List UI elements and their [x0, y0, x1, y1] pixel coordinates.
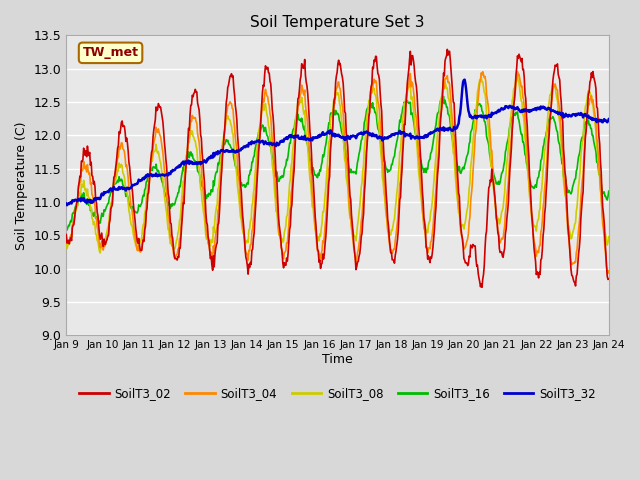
SoilT3_16 [63, 227, 71, 233]
SoilT3_08 [420, 222, 428, 228]
SoilT3_02 [183, 156, 191, 161]
SoilT3_04 [212, 231, 220, 237]
Legend: SoilT3_02, SoilT3_04, SoilT3_08, SoilT3_16, SoilT3_32: SoilT3_02, SoilT3_04, SoilT3_08, SoilT3_… [74, 382, 601, 404]
SoilT3_08 [72, 207, 80, 213]
SoilT3_08 [514, 71, 522, 76]
SoilT3_32 [420, 135, 428, 141]
SoilT3_02 [478, 285, 486, 290]
SoilT3_02 [72, 204, 80, 210]
Line: SoilT3_02: SoilT3_02 [67, 49, 609, 288]
SoilT3_32 [63, 203, 71, 208]
Line: SoilT3_08: SoilT3_08 [67, 73, 609, 253]
SoilT3_04 [514, 69, 522, 74]
SoilT3_08 [404, 85, 412, 91]
Text: TW_met: TW_met [83, 47, 139, 60]
SoilT3_32 [404, 132, 412, 138]
Line: SoilT3_04: SoilT3_04 [67, 72, 609, 274]
X-axis label: Time: Time [322, 353, 353, 366]
SoilT3_04 [419, 213, 427, 219]
SoilT3_02 [419, 199, 427, 204]
SoilT3_08 [97, 250, 104, 256]
SoilT3_02 [444, 47, 451, 52]
SoilT3_04 [183, 156, 191, 162]
SoilT3_02 [605, 276, 612, 282]
SoilT3_32 [63, 201, 70, 206]
SoilT3_04 [403, 89, 411, 95]
SoilT3_16 [440, 94, 447, 99]
SoilT3_16 [63, 224, 70, 230]
SoilT3_16 [129, 204, 136, 210]
SoilT3_02 [128, 183, 136, 189]
SoilT3_02 [63, 232, 70, 238]
SoilT3_32 [129, 182, 136, 188]
SoilT3_16 [420, 169, 428, 175]
Line: SoilT3_32: SoilT3_32 [67, 80, 609, 205]
Line: SoilT3_16: SoilT3_16 [67, 96, 609, 230]
Title: Soil Temperature Set 3: Soil Temperature Set 3 [250, 15, 425, 30]
SoilT3_32 [212, 150, 220, 156]
SoilT3_32 [605, 116, 612, 122]
SoilT3_04 [63, 234, 70, 240]
SoilT3_08 [129, 226, 136, 232]
SoilT3_16 [605, 188, 612, 194]
SoilT3_32 [73, 197, 81, 203]
SoilT3_32 [184, 159, 191, 165]
SoilT3_16 [212, 169, 220, 175]
SoilT3_02 [212, 246, 220, 252]
SoilT3_16 [184, 153, 191, 159]
SoilT3_08 [212, 204, 220, 210]
SoilT3_32 [461, 77, 468, 83]
SoilT3_08 [63, 241, 70, 247]
SoilT3_08 [184, 143, 191, 149]
SoilT3_04 [72, 204, 80, 209]
SoilT3_16 [73, 202, 81, 207]
SoilT3_08 [605, 234, 612, 240]
SoilT3_04 [128, 207, 136, 213]
SoilT3_04 [604, 271, 612, 276]
Y-axis label: Soil Temperature (C): Soil Temperature (C) [15, 121, 28, 250]
SoilT3_04 [605, 268, 612, 274]
SoilT3_02 [403, 80, 411, 86]
SoilT3_16 [404, 99, 412, 105]
